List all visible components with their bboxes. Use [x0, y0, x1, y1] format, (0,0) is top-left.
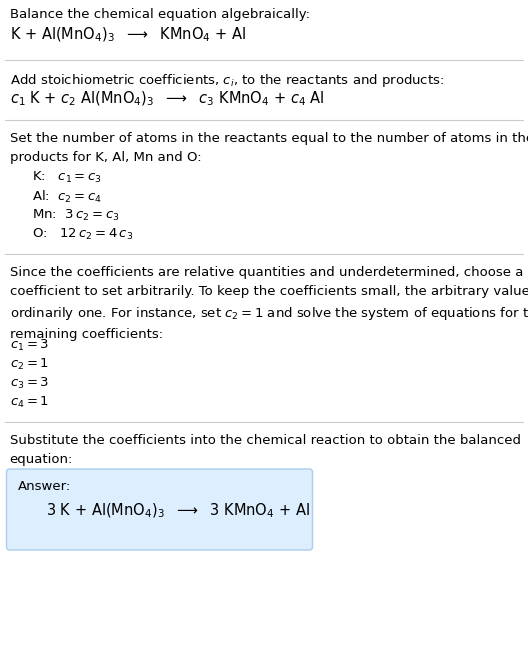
- Text: Add stoichiometric coefficients, $c_i$, to the reactants and products:: Add stoichiometric coefficients, $c_i$, …: [10, 72, 444, 89]
- Text: Balance the chemical equation algebraically:: Balance the chemical equation algebraica…: [10, 8, 309, 21]
- Text: Al:  $c_2 = c_4$: Al: $c_2 = c_4$: [32, 189, 102, 205]
- Text: Substitute the coefficients into the chemical reaction to obtain the balanced
eq: Substitute the coefficients into the che…: [10, 434, 521, 466]
- Text: K:   $c_1 = c_3$: K: $c_1 = c_3$: [32, 170, 102, 185]
- Text: $c_1$ K + $c_2$ Al(MnO$_4$)$_3$  $\longrightarrow$  $c_3$ KMnO$_4$ + $c_4$ Al: $c_1$ K + $c_2$ Al(MnO$_4$)$_3$ $\longri…: [10, 90, 324, 109]
- Text: Answer:: Answer:: [17, 480, 71, 493]
- Text: $c_1 = 3$: $c_1 = 3$: [10, 338, 49, 353]
- FancyBboxPatch shape: [6, 469, 313, 550]
- Text: O:   $12\,c_2 = 4\,c_3$: O: $12\,c_2 = 4\,c_3$: [32, 227, 133, 242]
- Text: Mn:  $3\,c_2 = c_3$: Mn: $3\,c_2 = c_3$: [32, 208, 119, 223]
- Text: 3 K + Al(MnO$_4$)$_3$  $\longrightarrow$  3 KMnO$_4$ + Al: 3 K + Al(MnO$_4$)$_3$ $\longrightarrow$ …: [45, 502, 309, 521]
- Text: Set the number of atoms in the reactants equal to the number of atoms in the
pro: Set the number of atoms in the reactants…: [10, 132, 528, 164]
- Text: Since the coefficients are relative quantities and underdetermined, choose a
coe: Since the coefficients are relative quan…: [10, 266, 528, 341]
- Text: $c_2 = 1$: $c_2 = 1$: [10, 357, 49, 372]
- Text: K + Al(MnO$_4$)$_3$  $\longrightarrow$  KMnO$_4$ + Al: K + Al(MnO$_4$)$_3$ $\longrightarrow$ KM…: [10, 26, 246, 44]
- Text: $c_3 = 3$: $c_3 = 3$: [10, 376, 49, 391]
- Text: $c_4 = 1$: $c_4 = 1$: [10, 395, 49, 410]
